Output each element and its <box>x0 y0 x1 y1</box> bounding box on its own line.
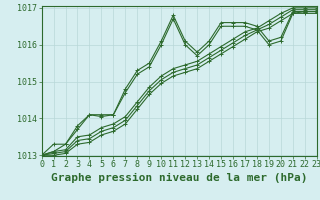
X-axis label: Graphe pression niveau de la mer (hPa): Graphe pression niveau de la mer (hPa) <box>51 173 308 183</box>
